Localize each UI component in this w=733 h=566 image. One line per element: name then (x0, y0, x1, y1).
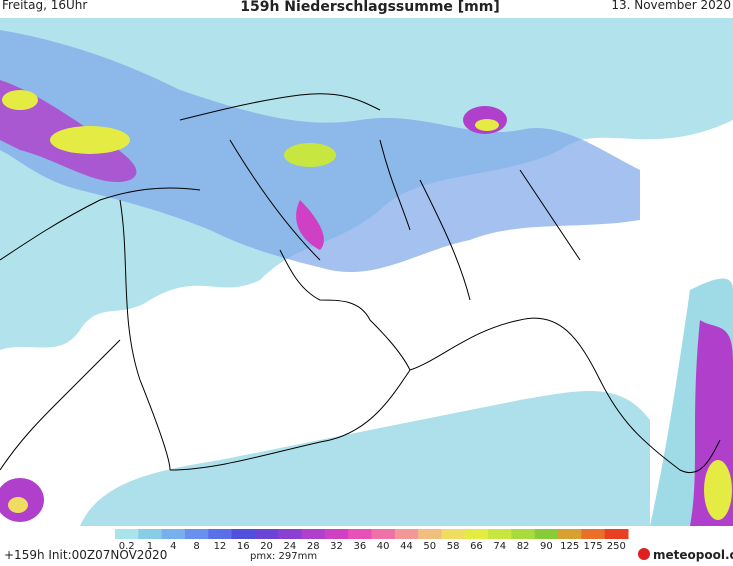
legend-label: 32 (330, 541, 343, 552)
legend-swatch (511, 529, 536, 539)
legend-swatch (604, 529, 629, 539)
legend-swatch (394, 529, 419, 539)
legend-label: 20 (260, 541, 273, 552)
legend-swatch (278, 529, 303, 539)
legend-swatch (581, 529, 606, 539)
legend-label: 28 (307, 541, 320, 552)
legend-swatch (184, 529, 209, 539)
legend-label: 0.2 (119, 541, 135, 552)
legend-label: 1 (147, 541, 153, 552)
legend-label: 12 (214, 541, 227, 552)
legend-swatch (441, 529, 466, 539)
footer-run: +159h Init:00Z07NOV2020 (4, 548, 167, 562)
legend-swatch (371, 529, 396, 539)
legend-label: 24 (284, 541, 297, 552)
legend-label: 40 (377, 541, 390, 552)
legend-swatch (301, 529, 326, 539)
logo[interactable]: meteopool.org (653, 548, 733, 562)
legend-label: 90 (540, 541, 553, 552)
legend-label: 74 (493, 541, 506, 552)
legend-label: 44 (400, 541, 413, 552)
logo-icon (638, 548, 650, 560)
color-legend: 0.2 1 4 8 12 16 20 24 28 32 36 40 44 50 58 66 74 82 90 125 1… (115, 529, 629, 552)
legend-swatch (534, 529, 559, 539)
legend-label: 66 (470, 541, 483, 552)
legend-label: 82 (517, 541, 530, 552)
legend-label: 8 (193, 541, 199, 552)
legend-swatch (138, 529, 163, 539)
legend-swatch (464, 529, 489, 539)
legend-label: 175 (583, 541, 602, 552)
footer-max: pmx: 297mm (250, 551, 317, 562)
map (0, 18, 733, 526)
legend-swatch (558, 529, 582, 539)
legend-swatch (208, 529, 233, 539)
legend-swatch (348, 529, 372, 539)
legend-swatch (418, 529, 442, 539)
legend-label: 125 (560, 541, 579, 552)
legend-label: 250 (607, 541, 626, 552)
legend-label: 50 (423, 541, 436, 552)
legend-label: 36 (353, 541, 366, 552)
legend-swatch (231, 529, 256, 539)
header-title: 159h Niederschlagssumme [mm] (240, 0, 500, 15)
legend-swatch (161, 529, 186, 539)
legend-label: 58 (447, 541, 460, 552)
header-time: Freitag, 16Uhr (2, 0, 87, 12)
legend-label: 4 (170, 541, 176, 552)
header-date: 13. November 2020 (611, 0, 731, 12)
legend-swatch (254, 529, 279, 539)
legend-swatch (324, 529, 349, 539)
legend-swatch (488, 529, 512, 539)
legend-swatch (115, 529, 139, 539)
legend-label: 16 (237, 541, 250, 552)
